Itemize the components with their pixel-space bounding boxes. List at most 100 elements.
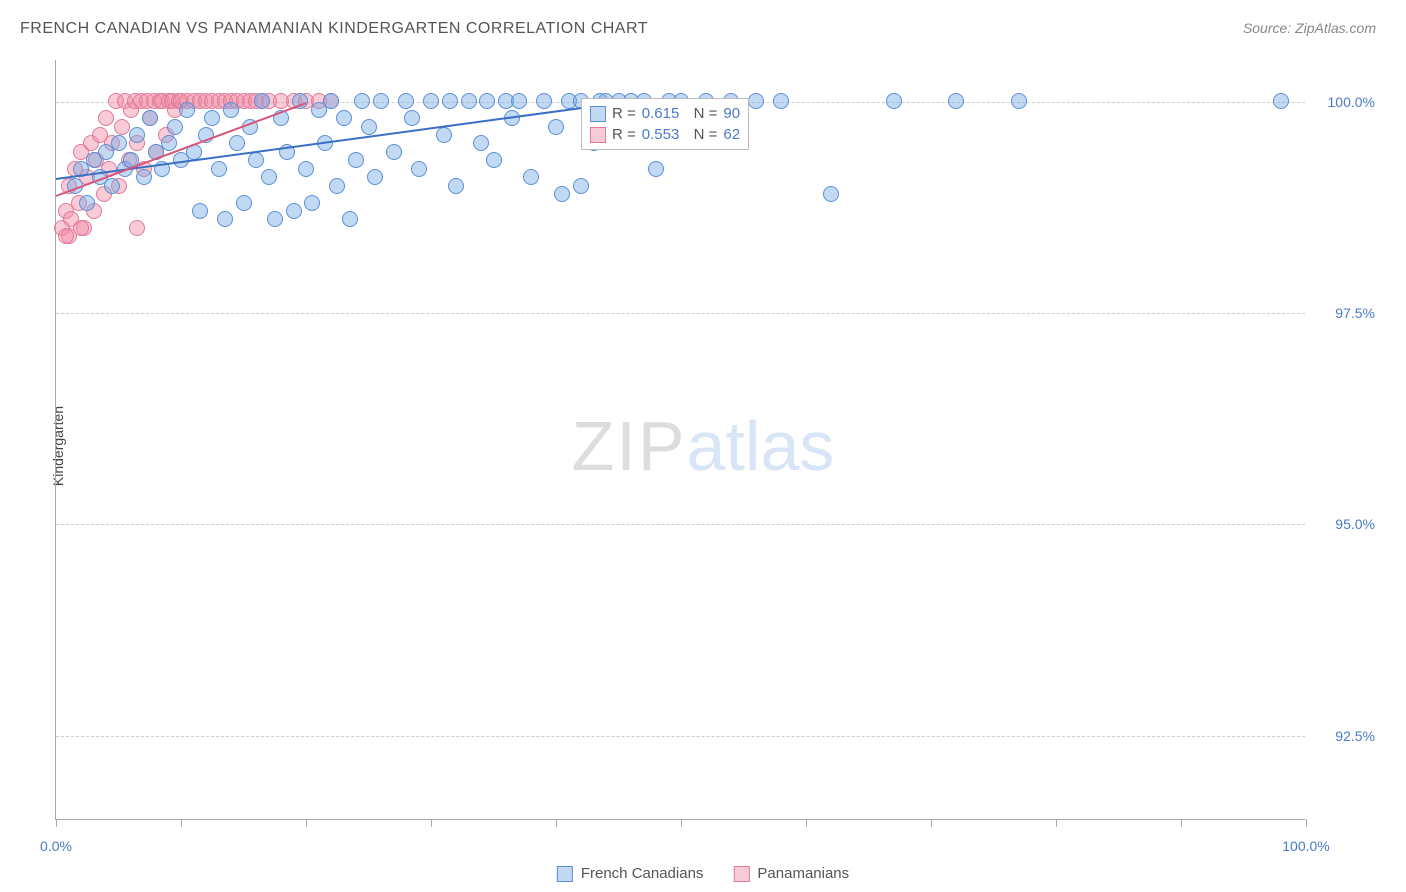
x-tick — [1056, 819, 1057, 827]
scatter-point — [73, 220, 89, 236]
x-tick — [56, 819, 57, 827]
scatter-point — [267, 211, 283, 227]
bottom-legend-item: Panamanians — [733, 865, 849, 882]
x-tick — [431, 819, 432, 827]
scatter-point — [423, 93, 439, 109]
scatter-point — [773, 93, 789, 109]
y-tick-label: 100.0% — [1315, 94, 1375, 110]
gridline — [56, 736, 1305, 737]
scatter-point — [58, 228, 74, 244]
gridline — [56, 524, 1305, 525]
x-tick — [1306, 819, 1307, 827]
legend-n-label: N = — [685, 126, 717, 143]
legend-r-value: 0.615 — [642, 105, 680, 122]
scatter-point — [436, 127, 452, 143]
scatter-point — [79, 195, 95, 211]
scatter-point — [1273, 93, 1289, 109]
scatter-point — [554, 186, 570, 202]
legend-series-label: French Canadians — [581, 865, 704, 882]
scatter-point — [204, 110, 220, 126]
scatter-point — [217, 211, 233, 227]
scatter-point — [442, 93, 458, 109]
scatter-point — [948, 93, 964, 109]
legend-swatch — [733, 866, 749, 882]
x-tick — [306, 819, 307, 827]
bottom-legend-item: French Canadians — [557, 865, 704, 882]
scatter-point — [573, 178, 589, 194]
scatter-point — [129, 127, 145, 143]
scatter-point — [286, 203, 302, 219]
scatter-point — [323, 93, 339, 109]
scatter-point — [236, 195, 252, 211]
scatter-point — [486, 152, 502, 168]
legend-swatch — [557, 866, 573, 882]
scatter-point — [254, 93, 270, 109]
scatter-point — [104, 178, 120, 194]
scatter-point — [511, 93, 527, 109]
legend-n-value: 90 — [723, 105, 740, 122]
plot-area: 100.0%97.5%95.0%92.5%0.0%100.0%R = 0.615… — [55, 60, 1305, 820]
x-tick — [181, 819, 182, 827]
scatter-point — [98, 110, 114, 126]
x-tick — [931, 819, 932, 827]
chart-title: FRENCH CANADIAN VS PANAMANIAN KINDERGART… — [20, 20, 648, 38]
scatter-point — [229, 135, 245, 151]
scatter-point — [398, 93, 414, 109]
scatter-point — [367, 169, 383, 185]
legend-r-label: R = — [612, 126, 636, 143]
y-tick-label: 92.5% — [1315, 728, 1375, 744]
x-tick — [806, 819, 807, 827]
legend-series-label: Panamanians — [757, 865, 849, 882]
scatter-point — [461, 93, 477, 109]
scatter-point — [114, 119, 130, 135]
scatter-point — [548, 119, 564, 135]
scatter-point — [354, 93, 370, 109]
scatter-point — [473, 135, 489, 151]
x-tick-label: 100.0% — [1282, 838, 1329, 854]
scatter-point — [304, 195, 320, 211]
scatter-point — [823, 186, 839, 202]
legend-n-value: 62 — [723, 126, 740, 143]
scatter-point — [404, 110, 420, 126]
scatter-point — [142, 110, 158, 126]
scatter-point — [479, 93, 495, 109]
y-tick-label: 95.0% — [1315, 516, 1375, 532]
scatter-point — [192, 203, 208, 219]
scatter-point — [179, 102, 195, 118]
scatter-point — [523, 169, 539, 185]
legend-row: R = 0.615 N = 90 — [590, 103, 740, 124]
scatter-point — [886, 93, 902, 109]
scatter-point — [373, 93, 389, 109]
legend-swatch — [590, 127, 606, 143]
scatter-point — [648, 161, 664, 177]
scatter-point — [348, 152, 364, 168]
scatter-point — [167, 119, 183, 135]
scatter-point — [329, 178, 345, 194]
legend-swatch — [590, 106, 606, 122]
source-attribution: Source: ZipAtlas.com — [1243, 20, 1376, 36]
scatter-point — [136, 169, 152, 185]
scatter-point — [261, 169, 277, 185]
legend-n-label: N = — [685, 105, 717, 122]
scatter-point — [748, 93, 764, 109]
scatter-point — [111, 135, 127, 151]
scatter-point — [298, 161, 314, 177]
legend-r-label: R = — [612, 105, 636, 122]
bottom-legend: French Canadians Panamanians — [557, 865, 849, 882]
x-tick — [1181, 819, 1182, 827]
x-tick-label: 0.0% — [40, 838, 72, 854]
legend-r-value: 0.553 — [642, 126, 680, 143]
gridline — [56, 313, 1305, 314]
scatter-point — [536, 93, 552, 109]
scatter-point — [161, 135, 177, 151]
scatter-point — [386, 144, 402, 160]
scatter-point — [448, 178, 464, 194]
scatter-point — [248, 152, 264, 168]
scatter-point — [336, 110, 352, 126]
scatter-point — [361, 119, 377, 135]
correlation-legend: R = 0.615 N = 90R = 0.553 N = 62 — [581, 98, 749, 150]
scatter-point — [223, 102, 239, 118]
x-tick — [681, 819, 682, 827]
legend-row: R = 0.553 N = 62 — [590, 124, 740, 145]
scatter-point — [211, 161, 227, 177]
